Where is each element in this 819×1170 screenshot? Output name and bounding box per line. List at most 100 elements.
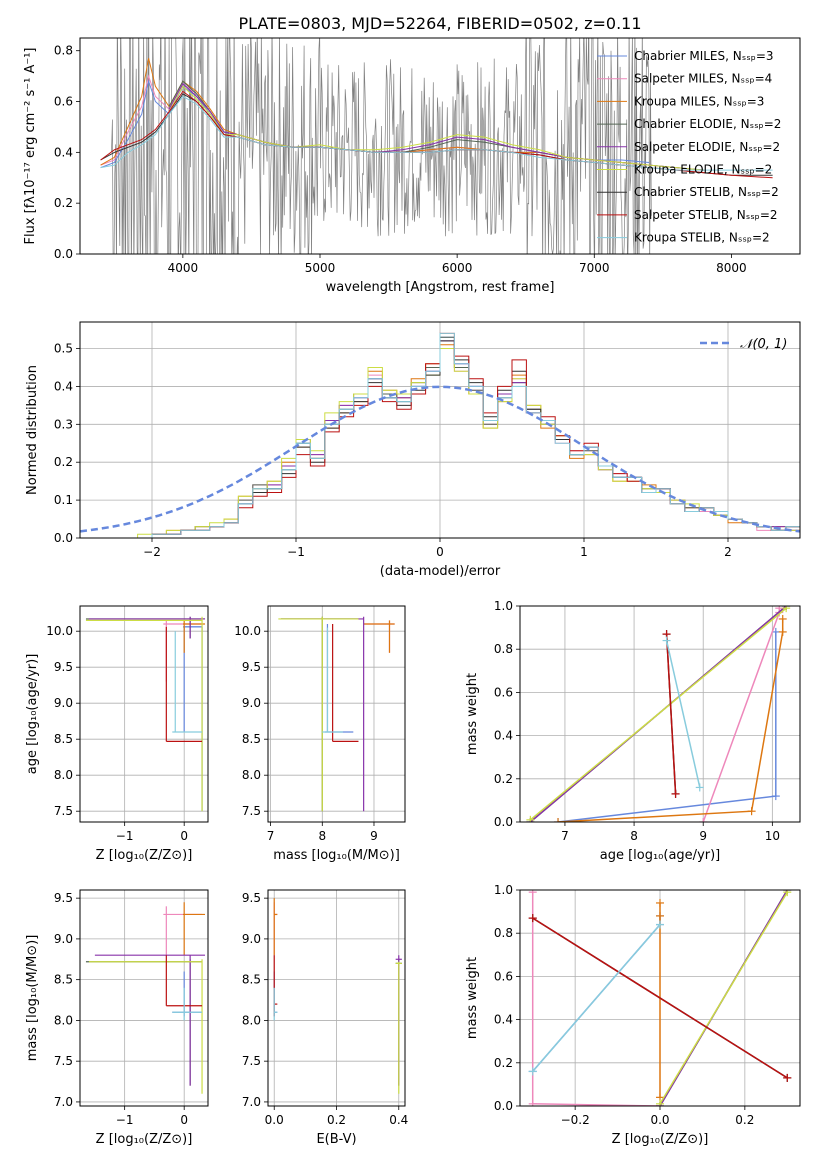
- y-tick-label: 0.2: [54, 196, 73, 210]
- y-axis-label: Flux [fλ10⁻¹⁷ erg cm⁻² s⁻¹ A⁻¹]: [23, 48, 38, 245]
- y-tick-label: 7.0: [54, 1095, 73, 1109]
- legend-entry: Chabrier MILES, Nₛₛₚ=3: [634, 49, 774, 63]
- weight-marker: [656, 911, 664, 920]
- y-tick-label: 0.4: [494, 1013, 513, 1027]
- y-axis-label: mass weight: [465, 957, 480, 1039]
- y-tick-label: 8.5: [54, 732, 73, 746]
- y-tick-label: 1.0: [494, 599, 513, 613]
- y-tick-label: 0.4: [54, 379, 73, 393]
- weight-line-7: [532, 917, 788, 1079]
- x-tick-label: 9: [699, 829, 707, 843]
- errorbar-cross: [273, 987, 278, 1021]
- weight-marker: [656, 898, 664, 907]
- errorbar-cross: [163, 620, 203, 682]
- weight-line-7: [665, 634, 677, 794]
- y-tick-label: 0.1: [54, 493, 73, 507]
- y-tick-label: 0.4: [54, 145, 73, 159]
- x-axis-label: Z [log₁₀(Z/Z⊙)]: [96, 1132, 193, 1147]
- y-tick-label: 0.2: [54, 455, 73, 469]
- weight-marker: [528, 914, 537, 923]
- panels: Chabrier MILES, Nₛₛₚ=3 Salpeter MILES, Nₛ…: [23, 37, 801, 1147]
- x-tick-label: 7: [267, 829, 275, 843]
- plot-area: [85, 616, 206, 812]
- weight-marker: [656, 920, 664, 929]
- panel-age-vs-Z: −1 0 7.5 8.0 8.5 9.0 9.5 10.0 Z [log₁₀(Z/Z⊙)] age…: [25, 605, 209, 863]
- plot-area: [100, 38, 773, 254]
- y-tick-label: 8.5: [54, 973, 73, 987]
- y-tick-label: 7.5: [54, 804, 73, 818]
- errorbar-cross: [322, 627, 343, 733]
- axes-frame: [519, 605, 801, 823]
- y-tick-label: 0.6: [54, 95, 73, 109]
- y-tick-label: 0.0: [54, 531, 73, 545]
- errorbar-cross: [182, 902, 206, 956]
- weight-marker: [771, 627, 780, 636]
- weight-marker: [526, 815, 535, 822]
- panel-residuals: 𝒩(0, 1) −2 −1 0 1 2 0.0 0.1 0.2 0.3 0.4 0.5 (data-mo…: [25, 321, 801, 579]
- legend: Chabrier MILES, Nₛₛₚ=3 Salpeter MILES, Nₛ…: [597, 49, 781, 245]
- y-tick-label: 0.4: [494, 729, 513, 743]
- y-tick-label: 9.0: [242, 696, 261, 710]
- errorbar-cross: [182, 626, 203, 732]
- legend-entry: Salpeter ELODIE, Nₛₛₚ=2: [634, 140, 780, 154]
- y-tick-label: 10.0: [234, 624, 261, 638]
- errorbar-cross: [184, 626, 203, 812]
- errorbar-cross: [165, 626, 203, 742]
- x-tick-label: 7: [561, 829, 569, 843]
- plot-area: [273, 898, 402, 1094]
- errorbar-cross: [88, 959, 203, 1094]
- y-tick-label: 9.0: [242, 932, 261, 946]
- x-tick-label: 0.2: [735, 1113, 754, 1127]
- weight-marker: [528, 890, 537, 897]
- axes-frame: [79, 889, 209, 1107]
- y-tick-label: 0.5: [54, 342, 73, 356]
- weight-marker: [671, 789, 680, 798]
- plot-area: [85, 902, 206, 1094]
- legend-entry: Kroupa STELIB, Nₛₛₚ=2: [634, 231, 770, 245]
- y-tick-label: 9.5: [242, 891, 261, 905]
- errorbar-cross: [182, 620, 206, 653]
- weight-marker: [695, 783, 704, 792]
- panel-weight-vs-Z: −0.2 0.0 0.2 0.0 0.2 0.4 0.6 0.8 1.0 Z [log₁₀(Z/Z…: [465, 883, 801, 1147]
- y-tick-label: 0.8: [494, 926, 513, 940]
- legend-entry: Salpeter STELIB, Nₛₛₚ=2: [634, 208, 778, 222]
- residual-histogram-1: [123, 340, 800, 538]
- residual-histogram-3: [123, 336, 800, 538]
- y-tick-label: 8.0: [54, 768, 73, 782]
- weight-marker: [783, 1073, 792, 1082]
- weight-marker: [528, 1099, 537, 1106]
- x-tick-label: −1: [287, 545, 305, 559]
- x-tick-label: −2: [143, 545, 161, 559]
- weight-line-0: [557, 631, 777, 822]
- errorbar-cross: [278, 616, 359, 812]
- x-tick-label: 8: [630, 829, 638, 843]
- x-tick-label: 8: [318, 829, 326, 843]
- panel-weight-vs-age: 7 8 9 10 0.0 0.2 0.4 0.6 0.8 1.0 age [log₁₀(age/yr…: [465, 599, 801, 863]
- y-tick-label: 0.8: [494, 642, 513, 656]
- y-tick-label: 7.5: [242, 1054, 261, 1068]
- panel-spectrum: Chabrier MILES, Nₛₛₚ=3 Salpeter MILES, Nₛ…: [23, 37, 801, 295]
- x-tick-label: 0.0: [265, 1113, 284, 1127]
- normal-curve: [80, 385, 800, 533]
- legend-entry: Salpeter MILES, Nₛₛₚ=4: [634, 72, 772, 86]
- x-tick-label: −1: [116, 829, 134, 843]
- residual-histogram-4: [123, 340, 800, 538]
- weight-marker: [747, 807, 756, 816]
- weight-marker: [775, 606, 784, 613]
- y-tick-label: 0.6: [494, 685, 513, 699]
- weight-marker: [699, 818, 708, 822]
- y-tick-label: 0.0: [494, 815, 513, 829]
- y-tick-label: 0.0: [494, 1099, 513, 1113]
- y-tick-label: 8.0: [242, 1013, 261, 1027]
- x-tick-label: 9: [370, 829, 378, 843]
- panel-age-vs-mass: 7 8 9 7.5 8.0 8.5 9.0 9.5 10.0 mass [log₁₀(M/M⊙)]: [234, 605, 406, 863]
- weight-line-8: [665, 640, 701, 788]
- errorbar-cross: [395, 961, 402, 1094]
- y-tick-label: 0.2: [494, 1056, 513, 1070]
- errorbar-cross: [163, 906, 203, 956]
- weight-marker: [771, 792, 780, 801]
- y-tick-label: 9.0: [54, 932, 73, 946]
- x-tick-label: 2: [724, 545, 732, 559]
- weight-marker: [656, 1099, 664, 1106]
- legend-entry: Kroupa MILES, Nₛₛₚ=3: [634, 94, 764, 108]
